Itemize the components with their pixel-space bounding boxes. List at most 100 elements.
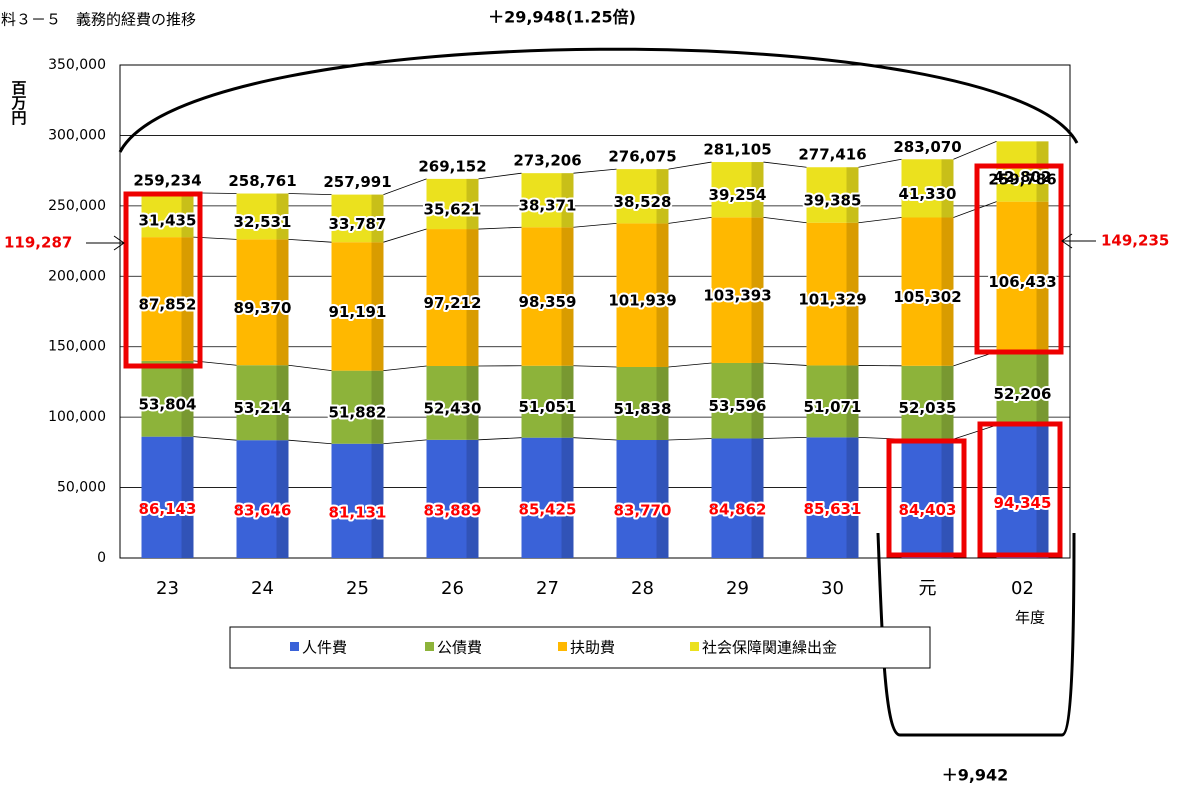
data-label: 38,528: [614, 193, 672, 211]
connector-line: [764, 363, 807, 365]
data-label: 39,254: [709, 186, 767, 204]
data-label: 52,035: [899, 399, 957, 417]
y-tick-label: 0: [97, 550, 106, 566]
x-tick-label: 27: [536, 578, 559, 599]
bar-shade: [752, 438, 764, 558]
total-label: 283,070: [893, 138, 961, 156]
chart-title: 資料３－５ 義務的経費の推移: [0, 11, 196, 29]
y-tick-label: 250,000: [48, 198, 106, 214]
data-label: 83,889: [424, 501, 482, 519]
data-label: 98,359: [519, 293, 577, 311]
legend-swatch: [558, 642, 567, 651]
data-label: 85,631: [804, 500, 862, 518]
data-label: 101,329: [798, 291, 866, 309]
connector-line: [479, 227, 522, 229]
legend-label: 人件費: [302, 639, 347, 657]
legend-swatch: [690, 642, 699, 651]
connector-line: [669, 363, 712, 367]
x-tick-label: 元: [919, 578, 937, 599]
data-label: 89,370: [234, 299, 292, 317]
data-label: 51,071: [804, 398, 862, 416]
data-label: 106,433: [988, 273, 1056, 291]
legend-label: 社会保障関連繰出金: [702, 639, 837, 657]
total-label: 258,761: [228, 172, 296, 190]
data-label: 81,131: [329, 503, 387, 521]
data-label: 32,531: [234, 213, 292, 231]
annotation: ＋9,942: [942, 766, 1009, 785]
data-label: 35,621: [424, 200, 482, 218]
total-label: 276,075: [608, 148, 676, 166]
y-tick-label: 100,000: [48, 409, 106, 425]
x-tick-label: 25: [346, 578, 369, 599]
arrow: [1062, 234, 1096, 248]
x-tick-label: 24: [251, 578, 274, 599]
connector-line: [289, 440, 332, 444]
data-label: 105,302: [893, 288, 961, 306]
connector-line: [574, 366, 617, 367]
data-label: 53,596: [709, 397, 767, 415]
data-label: 31,435: [139, 211, 197, 229]
annotation: ＋29,948(1.25倍): [488, 8, 636, 27]
y-tick-label: 150,000: [48, 339, 106, 355]
data-label: 91,191: [329, 303, 387, 321]
data-label: 38,371: [519, 197, 577, 215]
y-tick-label: 350,000: [48, 57, 106, 73]
data-label: 52,430: [424, 399, 482, 417]
bar-shade: [467, 440, 479, 558]
data-label: 52,206: [994, 385, 1052, 403]
connector-line: [289, 365, 332, 370]
bar-shade: [277, 440, 289, 558]
total-label: 259,234: [133, 171, 201, 189]
connector-line: [574, 438, 617, 440]
connector-line: [289, 239, 332, 242]
bar-shade: [847, 437, 859, 558]
y-axis-label: 百万円: [10, 80, 28, 126]
data-label: 53,214: [234, 399, 292, 417]
total-label: 257,991: [323, 173, 391, 191]
bar-shade: [562, 438, 574, 558]
connector-line: [384, 366, 427, 371]
x-tick-label: 28: [631, 578, 654, 599]
arrow: [86, 236, 124, 250]
connector-line: [764, 217, 807, 222]
total-label: 269,152: [418, 157, 486, 175]
bar-shade: [657, 440, 669, 558]
data-label: 51,838: [614, 400, 672, 418]
connector-line: [954, 425, 997, 439]
data-label: 97,212: [424, 294, 482, 312]
data-label: 83,646: [234, 502, 292, 520]
x-tick-label: 29: [726, 578, 749, 599]
x-axis-label: 年度: [1015, 609, 1045, 627]
annotation: 119,287: [4, 234, 72, 252]
legend-label: 扶助費: [570, 639, 615, 657]
connector-line: [574, 169, 617, 173]
bar-shade: [942, 439, 954, 558]
data-label: 83,770: [614, 502, 672, 520]
bar-shade: [372, 444, 384, 558]
total-label: 281,105: [703, 141, 771, 159]
connector-line: [479, 438, 522, 440]
data-label: 103,393: [703, 287, 771, 305]
data-label: 33,787: [329, 215, 387, 233]
data-label: 51,051: [519, 398, 577, 416]
annotation: 149,235: [1101, 232, 1169, 250]
total-label: 277,416: [798, 146, 866, 164]
x-tick-label: 30: [821, 578, 844, 599]
data-label: 41,330: [899, 185, 957, 203]
y-tick-label: 200,000: [48, 268, 106, 284]
data-label: 53,804: [139, 395, 197, 413]
total-label: 259,786: [988, 171, 1056, 189]
data-label: 51,882: [329, 404, 387, 422]
data-label: 84,862: [709, 501, 767, 519]
data-label: 85,425: [519, 500, 577, 518]
data-label: 101,939: [608, 292, 676, 310]
connector-line: [194, 437, 237, 441]
connector-line: [384, 440, 427, 444]
data-label: 94,345: [994, 494, 1052, 512]
bar-shade: [1037, 425, 1049, 558]
x-tick-label: 23: [156, 578, 179, 599]
legend-label: 公債費: [437, 639, 482, 657]
bar-shade: [182, 437, 194, 558]
legend-swatch: [425, 642, 434, 651]
connector-line: [859, 217, 902, 222]
